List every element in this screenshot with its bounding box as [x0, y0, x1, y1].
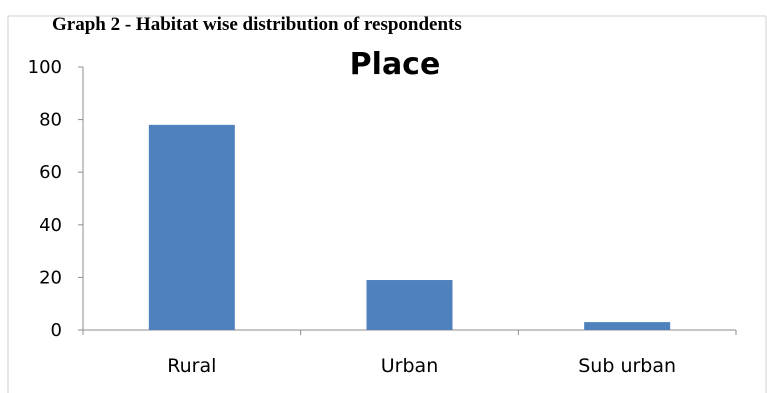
- chart-title: Place: [350, 47, 441, 82]
- x-category-label: Sub urban: [578, 355, 676, 377]
- y-tick-label: 80: [39, 110, 62, 131]
- bar-sub-urban: [584, 322, 671, 330]
- x-axis: Rural Urban Sub urban: [82, 329, 737, 377]
- y-tick-label: 20: [39, 267, 62, 288]
- x-category-label: Urban: [381, 355, 438, 377]
- y-tick-label: 100: [28, 57, 62, 78]
- bar-rural: [148, 124, 235, 330]
- figure-caption: Graph 2 - Habitat wise distribution of r…: [52, 14, 462, 35]
- bars: [148, 124, 671, 330]
- bar-urban: [366, 280, 453, 330]
- y-axis: 0 20 40 60 80 100: [28, 57, 84, 341]
- x-category-label: Rural: [167, 355, 216, 377]
- y-tick-label: 0: [51, 320, 62, 341]
- y-tick-label: 40: [39, 215, 62, 236]
- y-tick-label: 60: [39, 162, 62, 183]
